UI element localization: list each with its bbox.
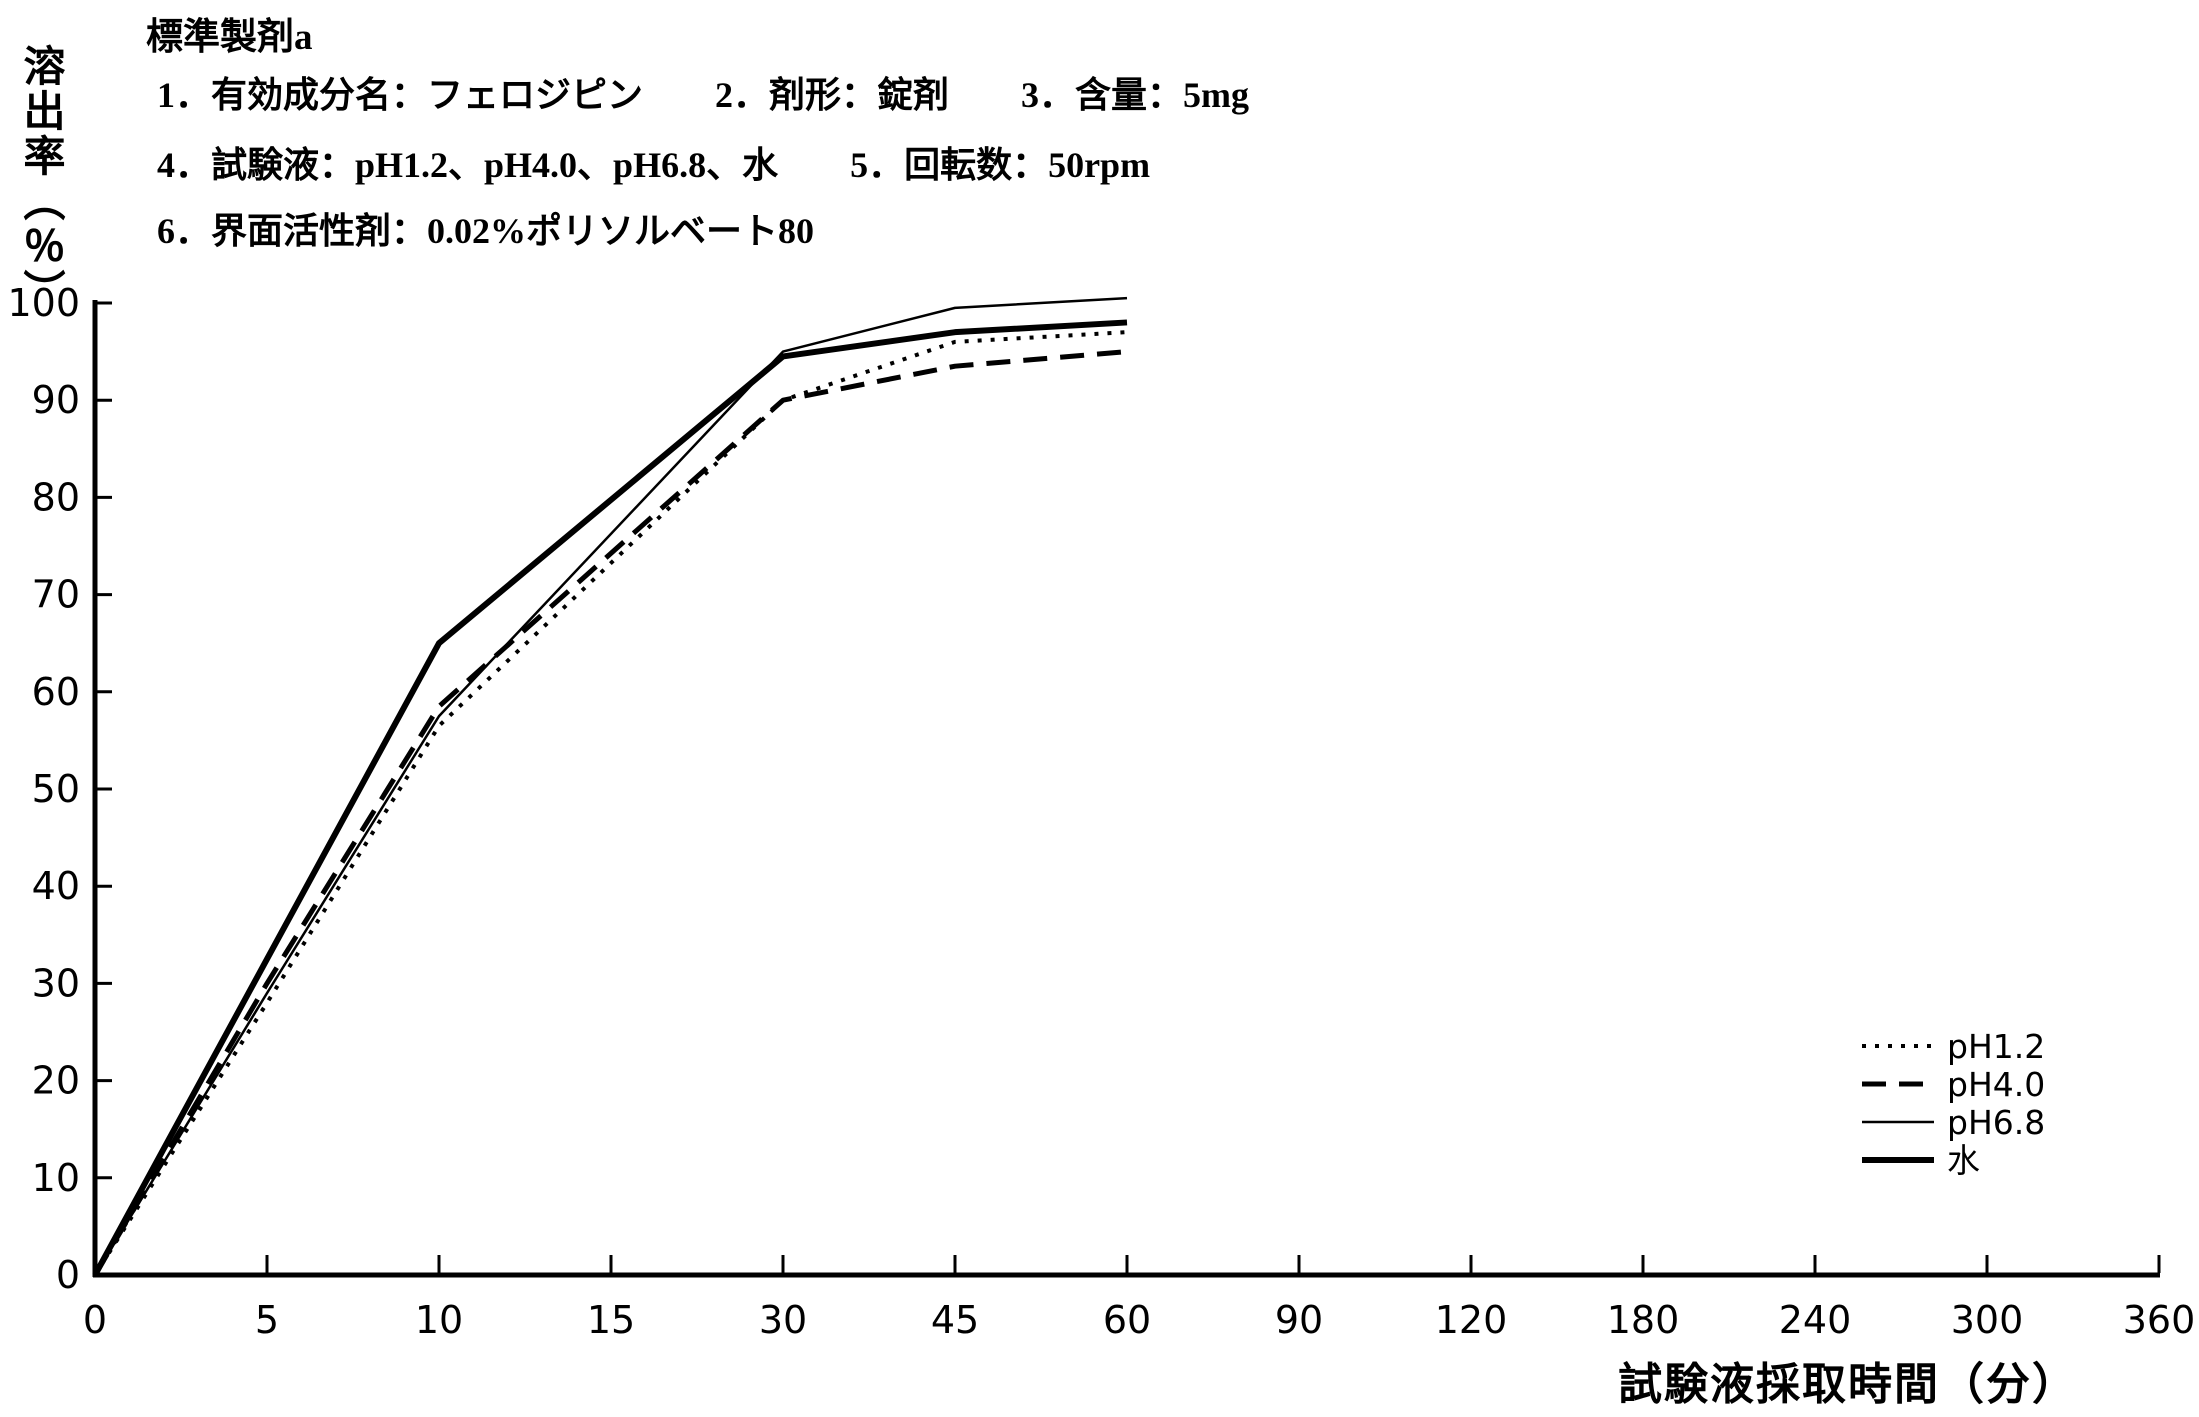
x-tick-label: 15 bbox=[587, 1298, 635, 1342]
y-tick-label: 70 bbox=[32, 573, 80, 617]
y-tick-label: 10 bbox=[32, 1156, 80, 1200]
x-tick-label: 180 bbox=[1607, 1298, 1680, 1342]
x-tick-label: 0 bbox=[83, 1298, 107, 1342]
series-lines bbox=[92, 296, 1128, 1277]
page-title: 標準製剤a bbox=[146, 17, 313, 58]
series-line-pH1.2 bbox=[93, 330, 1128, 1277]
series-line-水 bbox=[92, 319, 1128, 1277]
series-line-pH4.0 bbox=[92, 349, 1128, 1277]
x-axis-title: 試験液採取時間（分） bbox=[1618, 1359, 2078, 1410]
legend-label-pH6.8: pH6.8 bbox=[1947, 1103, 2045, 1142]
y-tick-label: 100 bbox=[7, 281, 80, 325]
legend-label-水: 水 bbox=[1947, 1141, 1980, 1180]
header-line-media-rotation: 4．試験液：pH1.2、pH4.0、pH6.8、水 5．回転数：50rpm bbox=[157, 145, 1151, 185]
x-tick-label: 90 bbox=[1275, 1298, 1323, 1342]
y-tick-label: 20 bbox=[32, 1059, 80, 1103]
y-tick-label: 80 bbox=[32, 475, 80, 519]
x-tick-label: 360 bbox=[2123, 1298, 2196, 1342]
y-tick-label: 50 bbox=[32, 767, 80, 811]
x-tick-label: 30 bbox=[759, 1298, 807, 1342]
y-tick-label: 30 bbox=[32, 961, 80, 1005]
x-tick-label: 10 bbox=[415, 1298, 463, 1342]
series-line-pH6.8 bbox=[93, 296, 1128, 1276]
x-tick-label: 45 bbox=[931, 1298, 979, 1342]
header-line-surfactant: 6．界面活性剤：0.02%ポリソルベート80 bbox=[157, 211, 815, 251]
x-tick-label: 120 bbox=[1435, 1298, 1508, 1342]
y-tick-label: 90 bbox=[32, 378, 80, 422]
y-tick-label: 60 bbox=[32, 670, 80, 714]
y-tick-label: 40 bbox=[32, 864, 80, 908]
legend-label-pH4.0: pH4.0 bbox=[1947, 1065, 2045, 1104]
y-axis-title: 溶出率（％） bbox=[17, 44, 63, 314]
x-tick-label: 240 bbox=[1779, 1298, 1852, 1342]
legend-label-pH1.2: pH1.2 bbox=[1947, 1027, 2045, 1066]
x-tick-label: 5 bbox=[255, 1298, 279, 1342]
x-tick-label: 300 bbox=[1951, 1298, 2024, 1342]
y-tick-label: 0 bbox=[56, 1253, 80, 1297]
header-line-ingredient-form-content: 1．有効成分名：フェロジピン 2．剤形：錠剤 3．含量：5mg bbox=[157, 75, 1249, 115]
axis-ticks: 0 5 10 15 30 45 60 90 120 180 240 300 360 0 10 20 30 40 50… bbox=[7, 281, 2195, 1342]
x-tick-label: 60 bbox=[1103, 1298, 1151, 1342]
